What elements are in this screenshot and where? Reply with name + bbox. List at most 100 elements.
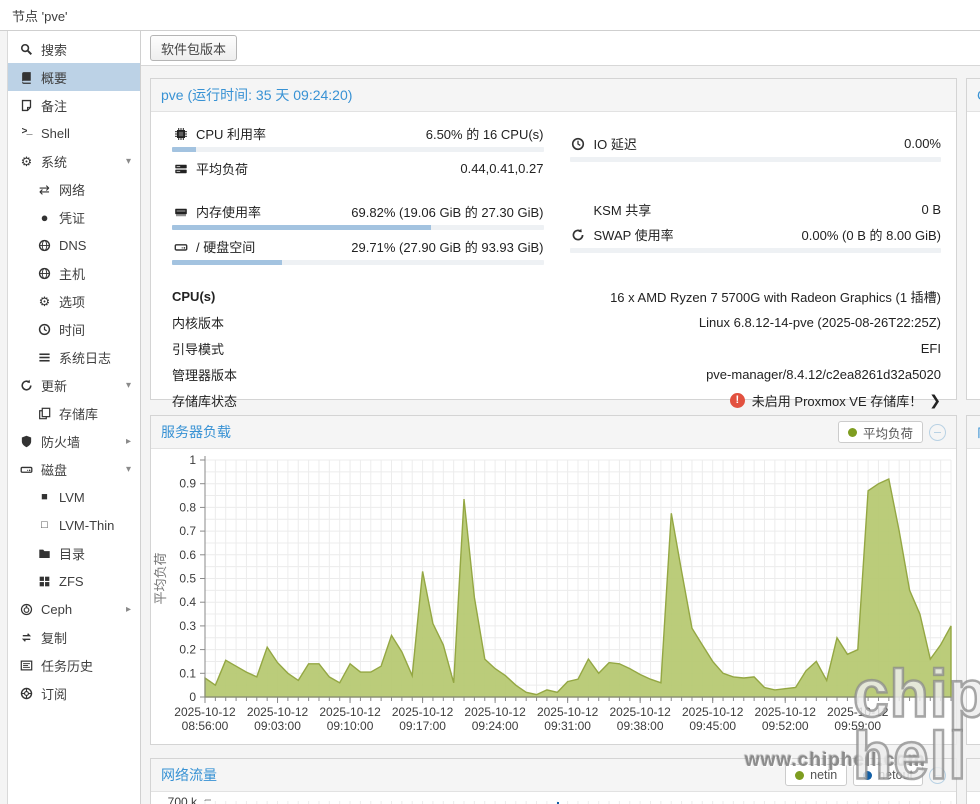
replicate-icon	[18, 630, 35, 645]
sidebar-item-dns[interactable]: DNS	[8, 231, 140, 259]
right-sliver-title-2: 内	[977, 422, 980, 442]
stat-value: 69.82% (19.06 GiB 的 27.30 GiB)	[351, 205, 544, 220]
sidebar-item-item6[interactable]: ● 凭证	[8, 203, 140, 231]
right-panel-sliver-1: C	[966, 78, 980, 400]
subscription-icon	[18, 686, 35, 701]
svg-text:2025-10-12: 2025-10-12	[464, 705, 526, 719]
shield-icon	[18, 434, 35, 449]
collapse-panel-icon[interactable]	[929, 766, 946, 784]
book-icon	[18, 70, 35, 85]
sidebar-item-item4[interactable]: ⚙ 系统 ▾	[8, 147, 140, 175]
loadavg-legend-dot	[847, 427, 857, 437]
info-row: 引导模式 EFI	[172, 340, 941, 357]
stat-progress-bar	[172, 225, 544, 230]
globe-icon	[36, 238, 53, 253]
list-icon	[36, 350, 53, 365]
sidebar-item-item14[interactable]: 防火墙 ▸	[8, 427, 140, 455]
content-area: pve (运行时间: 35 天 09:24:20) CPU 利用率 6.50% …	[141, 66, 980, 804]
svg-text:0.2: 0.2	[179, 643, 196, 657]
stat-value: 6.50% 的 16 CPU(s)	[425, 127, 544, 142]
package-versions-button[interactable]: 软件包版本	[150, 35, 238, 61]
sidebar-item-shell[interactable]: >_ Shell	[8, 119, 140, 147]
svg-text:2025-10-12: 2025-10-12	[392, 705, 454, 719]
sidebar-nav: 搜索 概要 备注 >_ Shell ⚙ 系统 ▾ ⇄ 网络 ● 凭证 DNS 主…	[8, 31, 141, 804]
search-icon	[18, 42, 35, 57]
node-info-rows: CPU(s) 16 x AMD Ryzen 7 5700G with Radeo…	[172, 283, 941, 413]
netin-legend-button[interactable]: netin	[785, 764, 848, 786]
svg-text:09:38:00: 09:38:00	[617, 719, 664, 733]
sidebar-item-item13[interactable]: 存储库	[8, 399, 140, 427]
info-value: ! 未启用 Proxmox VE 存储库！ ❯	[729, 391, 941, 410]
copy-icon	[36, 406, 53, 421]
netout-legend-button[interactable]: netout	[853, 764, 923, 786]
sidebar-item-lvm-thin[interactable]: □ LVM-Thin	[8, 511, 140, 539]
stats-right-column: IO 延迟 0.00% KSM 共享 0 B SWAP 使用率 0.00% (0…	[569, 121, 941, 269]
svg-text:700 k: 700 k	[168, 795, 198, 804]
node-title: 节点 'pve'	[12, 8, 68, 24]
svg-text:2025-10-12: 2025-10-12	[682, 705, 744, 719]
stat-row: SWAP 使用率 0.00% (0 B 的 8.00 GiB)	[570, 222, 941, 247]
svg-text:0.4: 0.4	[179, 595, 196, 609]
stat-value: 0 B	[921, 202, 941, 217]
svg-text:2025-10-12: 2025-10-12	[755, 705, 817, 719]
square-filled-icon: ■	[41, 490, 48, 503]
svg-text:0.3: 0.3	[179, 619, 196, 633]
svg-text:0: 0	[189, 690, 196, 704]
sidebar-item-item0[interactable]: 搜索	[8, 35, 140, 63]
svg-text:2025-10-12: 2025-10-12	[537, 705, 599, 719]
main-area: 软件包版本 pve (运行时间: 35 天 09:24:20) CPU 利用率 …	[141, 31, 980, 804]
sidebar-item-item11[interactable]: 系统日志	[8, 343, 140, 371]
square-outline-icon: □	[41, 518, 48, 531]
sidebar-item-zfs[interactable]: ZFS	[8, 567, 140, 595]
sidebar-item-item10[interactable]: 时间	[8, 315, 140, 343]
left-splitter[interactable]	[0, 31, 8, 804]
sidebar-item-item15[interactable]: 磁盘 ▾	[8, 455, 140, 483]
refresh-icon	[18, 378, 35, 393]
stats-left-column: CPU 利用率 6.50% 的 16 CPU(s) 平均负荷 0.44,0.41…	[172, 121, 544, 269]
sidebar-item-item8[interactable]: 主机	[8, 259, 140, 287]
sidebar-item-item5[interactable]: ⇄ 网络	[8, 175, 140, 203]
caret-icon: ▾	[125, 463, 131, 475]
collapse-panel-icon[interactable]	[929, 423, 946, 441]
stat-row: IO 延迟 0.00%	[570, 131, 941, 156]
warning-icon: !	[729, 392, 745, 408]
stat-progress-bar	[172, 147, 544, 152]
stat-row: CPU 利用率 6.50% 的 16 CPU(s)	[172, 121, 544, 146]
stat-row: 平均负荷 0.44,0.41,0.27	[172, 156, 544, 181]
stat-value: 0.00%	[904, 136, 941, 151]
svg-text:2025-10-12: 2025-10-12	[827, 705, 889, 719]
sidebar-item-item1[interactable]: 概要	[8, 63, 140, 91]
globe-icon	[36, 266, 53, 281]
svg-text:09:52:00: 09:52:00	[762, 719, 809, 733]
refresh-icon	[570, 228, 587, 242]
sidebar-item-ceph[interactable]: Ceph ▸	[8, 595, 140, 623]
toolbar: 软件包版本	[141, 31, 980, 66]
node-status-panel: pve (运行时间: 35 天 09:24:20) CPU 利用率 6.50% …	[150, 78, 957, 409]
sidebar-item-lvm[interactable]: ■ LVM	[8, 483, 140, 511]
sidebar-item-item12[interactable]: 更新 ▾	[8, 371, 140, 399]
repository-warning-chevron[interactable]: ❯	[929, 391, 941, 408]
clock-icon	[36, 322, 53, 337]
svg-text:09:45:00: 09:45:00	[689, 719, 736, 733]
loadavg-legend-button[interactable]: 平均负荷	[837, 421, 923, 443]
folder-icon	[36, 546, 53, 561]
sidebar-item-item2[interactable]: 备注	[8, 91, 140, 119]
memory-icon	[172, 205, 189, 219]
gears-icon: ⚙	[20, 153, 33, 169]
stat-value: 0.00% (0 B 的 8.00 GiB)	[801, 228, 941, 243]
svg-text:09:59:00: 09:59:00	[834, 719, 881, 733]
info-value: pve-manager/8.4.12/c2ea8261d32a5020	[706, 366, 941, 382]
svg-text:09:24:00: 09:24:00	[472, 719, 519, 733]
right-panel-sliver-3	[966, 758, 980, 804]
svg-text:0.8: 0.8	[179, 500, 196, 514]
sidebar-item-item22[interactable]: 任务历史	[8, 651, 140, 679]
sidebar-item-item21[interactable]: 复制	[8, 623, 140, 651]
network-traffic-panel: 网络流量 netin netout 700 k	[150, 758, 957, 804]
status-panel-title: pve (运行时间: 35 天 09:24:20)	[161, 87, 353, 103]
cpu-icon	[172, 127, 189, 141]
svg-text:0.6: 0.6	[179, 548, 196, 562]
ceph-icon	[18, 602, 35, 617]
sidebar-item-item23[interactable]: 订阅	[8, 679, 140, 707]
sidebar-item-item18[interactable]: 目录	[8, 539, 140, 567]
sidebar-item-item9[interactable]: ⚙ 选项	[8, 287, 140, 315]
